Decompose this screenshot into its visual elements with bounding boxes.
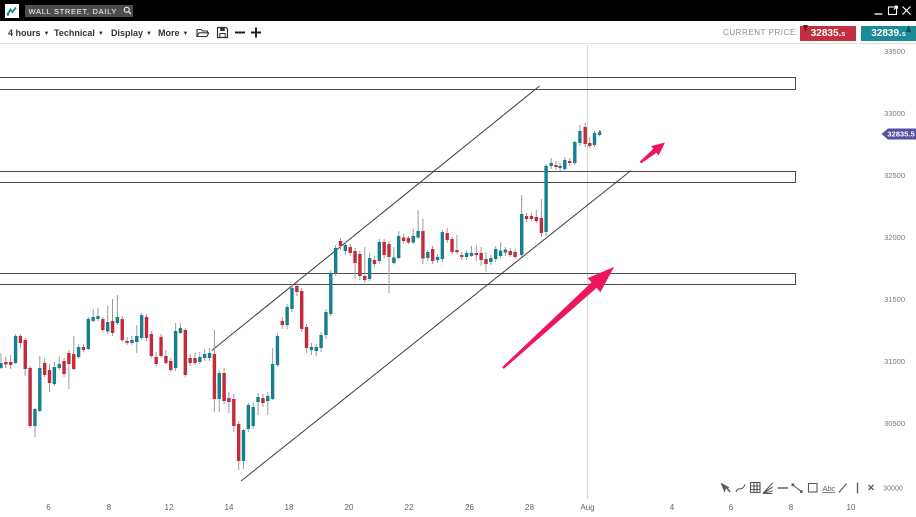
svg-text:30000: 30000 (883, 486, 903, 493)
svg-text:8: 8 (789, 503, 794, 512)
svg-text:8: 8 (107, 503, 112, 512)
svg-text:32500: 32500 (884, 171, 905, 180)
svg-text:Abc: Abc (822, 484, 836, 493)
svg-text:30500: 30500 (884, 419, 905, 428)
svg-text:31000: 31000 (884, 357, 905, 366)
svg-text:14: 14 (225, 503, 234, 512)
svg-text:32000: 32000 (884, 233, 905, 242)
svg-text:Aug: Aug (580, 503, 594, 512)
svg-text:6: 6 (46, 503, 51, 512)
svg-text:18: 18 (285, 503, 294, 512)
svg-text:10: 10 (847, 503, 856, 512)
svg-text:33500: 33500 (884, 47, 905, 56)
svg-text:20: 20 (345, 503, 354, 512)
svg-text:32835.5: 32835.5 (887, 130, 915, 139)
svg-text:26: 26 (465, 503, 474, 512)
svg-text:28: 28 (525, 503, 534, 512)
svg-text:4: 4 (0, 503, 1, 512)
svg-text:6: 6 (729, 503, 734, 512)
svg-text:22: 22 (405, 503, 414, 512)
svg-text:4: 4 (670, 503, 675, 512)
svg-text:12: 12 (165, 503, 174, 512)
svg-text:33000: 33000 (884, 109, 905, 118)
svg-text:31500: 31500 (884, 295, 905, 304)
